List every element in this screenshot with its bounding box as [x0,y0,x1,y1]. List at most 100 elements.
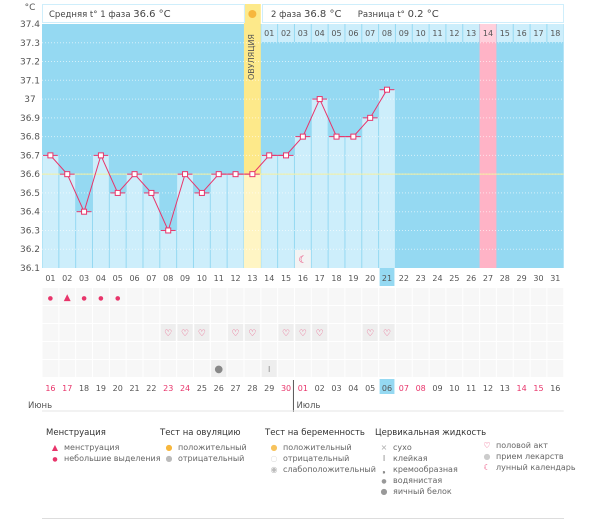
y-tick-label: 36.2 [20,245,40,255]
temperature-bar [379,89,395,268]
phase2-day-cell [496,24,513,42]
phase2-day-cell [311,24,328,42]
event-cell [345,306,362,323]
y-tick-label: 37.4 [20,20,40,30]
cycle-day-label: 26 [466,274,476,283]
event-cell [126,288,143,305]
event-cell [395,342,412,359]
lunar-calendar-icon: ☾ [298,255,307,266]
temperature-point [266,152,273,159]
event-cell [513,360,530,377]
event-cell [42,324,59,341]
event-cell [429,288,446,305]
calendar-date: 01 [298,384,308,393]
event-cell [177,288,193,305]
event-cell [294,288,311,305]
phase2-day-label: 04 [315,29,325,38]
cycle-day-label: 23 [416,274,426,283]
temperature-bar [311,99,328,268]
event-cell [42,288,59,305]
event-cell [362,342,379,359]
ovulation-label: ОВУЛЯЦИЯ [247,34,256,80]
expected-period-column [479,24,497,268]
calendar-date: 15 [533,384,543,393]
cycle-day-label: 31 [550,274,560,283]
event-cell [193,360,210,377]
calendar-date: 08 [416,384,426,393]
event-cell [429,360,446,377]
temperature-point [232,171,239,178]
calendar-date: 28 [247,384,257,393]
calendar-date: 22 [146,384,156,393]
event-cell [395,306,412,323]
event-cell [513,306,530,323]
menstruation-icon: ● [81,295,86,302]
calendar-date: 24 [180,384,190,393]
phase2-day-cell [412,24,429,42]
phase2-day-cell [513,24,530,42]
temperature-bar [345,136,362,268]
calendar-date: 09 [432,384,442,393]
cycle-day-label: 06 [129,274,139,283]
calendar-date: 25 [197,384,207,393]
footer-divider [42,518,564,519]
event-cell [261,342,278,359]
event-cell [59,342,76,359]
menstruation-icon: ● [48,295,53,302]
temperature-point [384,86,391,93]
y-tick-label: 37 [24,95,35,105]
phase2-day-label: 10 [416,29,426,38]
event-cell [59,288,76,305]
event-cell [395,324,412,341]
temperature-point [249,171,256,178]
cycle-day-label: 30 [533,274,543,283]
event-cell [193,288,210,305]
temperature-point [198,189,205,196]
temperature-point [333,133,340,140]
event-cell [395,288,412,305]
phase2-day-label: 16 [517,29,527,38]
event-cell [513,342,530,359]
event-cell [92,288,109,305]
y-tick-label: 36.8 [20,133,40,143]
calendar-date: 06 [382,384,392,393]
event-cell [547,342,564,359]
event-cell [227,342,244,359]
temperature-bar [210,174,227,268]
event-cell [345,342,362,359]
temperature-bar [261,155,278,268]
event-cell [76,360,92,377]
menstruation-icon: ● [98,295,103,302]
event-cell [362,288,379,305]
phase2-average: 2 фаза 36.8 °C Разница t° 0.2 °C [262,4,564,23]
y-tick-label: 36.4 [20,208,40,218]
cycle-day-label: 25 [449,274,459,283]
temperature-point [215,171,222,178]
heart-icon: ♡ [383,329,391,339]
event-cell [160,360,177,377]
fluid-cell [211,360,227,377]
event-cell [496,306,513,323]
event-cell [412,324,429,341]
temperature-point [165,227,172,234]
event-cell [126,360,143,377]
event-cell [294,342,311,359]
temperature-point [97,152,104,159]
heart-icon: ♡ [316,329,324,339]
calendar-date: 19 [96,384,106,393]
calendar-date: 12 [483,384,493,393]
phase2-day-label: 18 [550,29,560,38]
event-cell [227,288,244,305]
heart-icon: ♡ [198,329,206,339]
ovulation-sun-icon [248,10,257,18]
event-cell [160,306,177,323]
temperature-point [81,208,88,215]
event-cell [143,360,160,377]
event-cell [463,324,480,341]
temperature-point [114,189,121,196]
event-cell [412,360,429,377]
event-cell [126,306,143,323]
cycle-day-label: 21 [382,274,392,283]
phase2-day-cell [345,24,362,42]
temperature-bar [59,174,76,268]
